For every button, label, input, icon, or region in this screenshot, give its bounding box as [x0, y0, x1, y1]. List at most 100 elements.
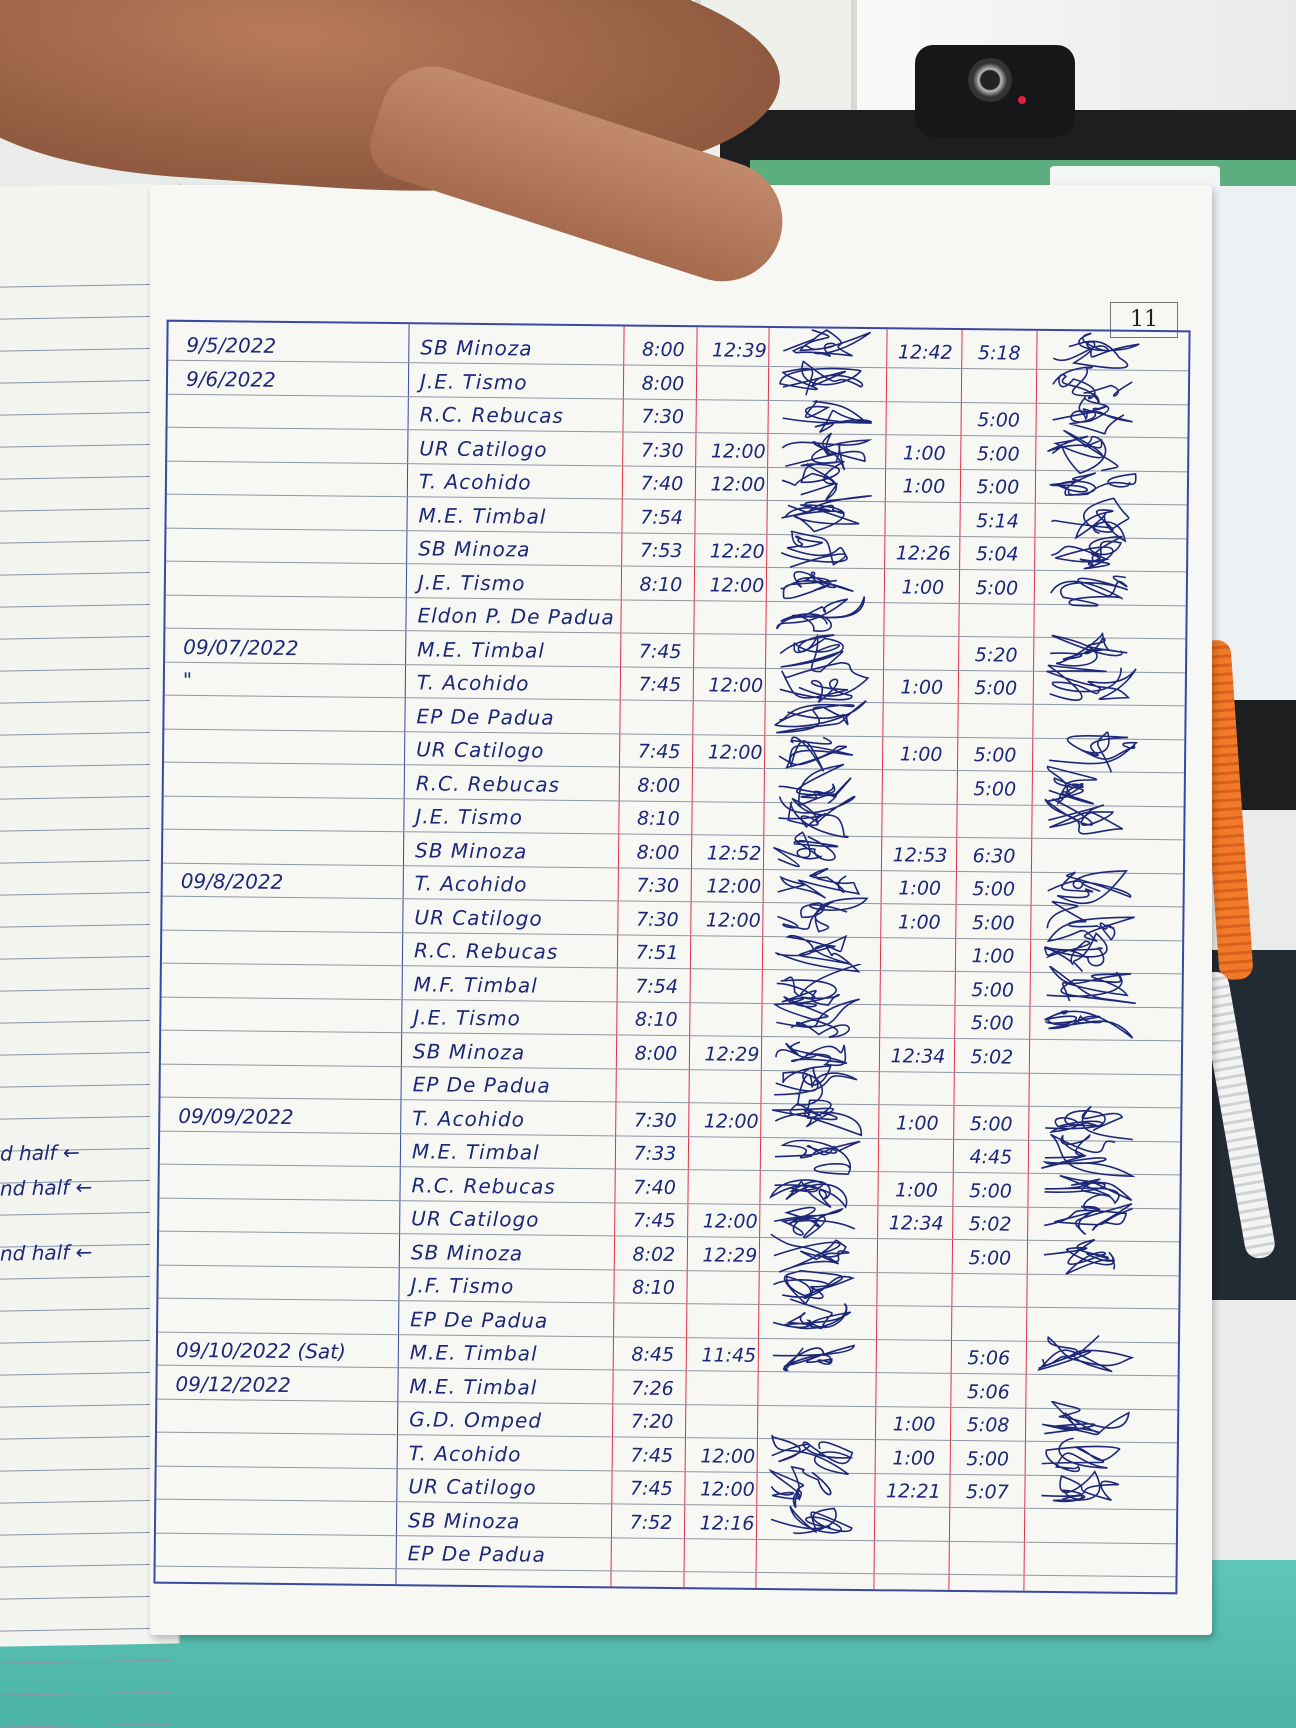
am-time-out: 12:00	[702, 1210, 758, 1233]
am-time-out	[695, 1173, 765, 1204]
am-signature	[774, 1139, 861, 1175]
table-row: J.E. Tismo 8:10 12:00 1:00 5:00	[165, 562, 1187, 607]
ruled-line	[0, 411, 172, 416]
name-cell: G.D. Omped	[409, 1407, 543, 1433]
pm-time-out: 5:00	[966, 1447, 1010, 1471]
pm-time-in: 1:00	[895, 1178, 939, 1202]
table-row: UR Catilogo 7:30 12:00 1:00 5:00	[167, 428, 1188, 474]
pm-time-out: 5:06	[967, 1380, 1010, 1404]
am-time-in: 8:10	[634, 1008, 678, 1032]
am-time-out: 12:00	[703, 1109, 759, 1133]
am-time-in: 7:45	[632, 1209, 676, 1233]
table-row: SB Minoza 8:00 12:52 12:53 6:30	[162, 830, 1184, 874]
page-number: 11	[1110, 302, 1178, 338]
am-time-in: 8:45	[631, 1343, 675, 1367]
name-cell: SB Minoza	[410, 1239, 524, 1265]
ruled-line	[0, 571, 172, 576]
pm-signature	[1052, 365, 1133, 404]
am-signature	[769, 1178, 848, 1209]
ruled-line	[0, 1627, 172, 1632]
pm-signature	[1046, 965, 1136, 1004]
pm-time-in	[887, 605, 957, 636]
table-row: J.E. Tismo 8:10	[163, 795, 1184, 841]
pm-time-in	[880, 1275, 950, 1306]
ruled-line	[0, 955, 172, 960]
am-time-out: 12:00	[706, 875, 762, 898]
left-note: nd half ←	[0, 1174, 93, 1201]
pm-signature	[1050, 575, 1129, 607]
am-time-out	[698, 972, 768, 1003]
am-time-out	[696, 1072, 766, 1103]
am-time-in: 7:40	[640, 472, 684, 496]
webcam-led	[1018, 96, 1026, 104]
pm-time-in	[886, 773, 956, 804]
ruled-line	[0, 1019, 172, 1024]
am-time-in: 7:30	[635, 908, 679, 931]
pm-time-out	[952, 1544, 1022, 1575]
pm-time-in: 1:00	[898, 877, 942, 900]
ruled-line	[0, 667, 172, 672]
am-time-out	[703, 402, 773, 433]
am-time-in: 7:54	[640, 506, 684, 529]
name-cell: M.E. Timbal	[409, 1373, 538, 1400]
am-time-out	[694, 1307, 764, 1338]
table-row: EP De Padua	[158, 1297, 1179, 1343]
am-time-out: 12:39	[711, 339, 767, 362]
name-cell: SB Minoza	[407, 1507, 521, 1533]
am-time-out	[700, 704, 770, 735]
am-signature	[772, 830, 839, 867]
ruled-line	[0, 1435, 172, 1440]
am-time-in	[618, 1306, 688, 1337]
pm-time-out: 5:04	[975, 543, 1019, 566]
pm-time-out: 5:02	[970, 1045, 1014, 1069]
pm-signature	[1049, 472, 1137, 496]
pm-time-in: 1:00	[900, 676, 944, 699]
am-time-out	[696, 1139, 766, 1170]
name-cell: SB Minoza	[418, 536, 531, 562]
am-signature	[776, 962, 862, 1006]
am-time-in: 8:10	[639, 573, 683, 596]
am-signature	[772, 1344, 855, 1372]
pm-time-in: 1:00	[899, 743, 943, 766]
table-row: 09/10/2022 (Sat) M.E. Timbal 8:45 11:45 5:06	[157, 1332, 1178, 1377]
ruled-line	[0, 891, 172, 896]
ruled-line	[0, 1371, 172, 1376]
am-signature	[783, 329, 872, 357]
pm-time-out: 5:00	[975, 576, 1019, 600]
pm-time-in: 12:21	[885, 1480, 941, 1503]
am-time-in: 7:30	[640, 439, 684, 462]
pm-signature	[1041, 1133, 1133, 1178]
am-time-in: 7:30	[641, 405, 685, 429]
name-cell: SB Minoza	[420, 335, 533, 361]
pm-time-in	[880, 1342, 950, 1373]
name-cell: Eldon P. De Padua	[417, 603, 615, 630]
am-signature	[780, 570, 854, 599]
pm-time-out: 5:00	[969, 1112, 1013, 1136]
am-signature	[771, 1433, 854, 1475]
am-time-out	[697, 1005, 767, 1036]
name-cell: M.E. Timbal	[411, 1139, 540, 1165]
pm-time-in	[879, 1376, 949, 1407]
am-signature	[771, 1099, 863, 1136]
am-time-out: 11:45	[701, 1344, 757, 1367]
name-cell: SB Minoza	[414, 837, 528, 863]
name-cell: M.F. Timbal	[413, 971, 538, 998]
table-row: Eldon P. De Padua	[165, 595, 1186, 640]
ruled-line	[0, 699, 172, 704]
am-time-in	[616, 1540, 686, 1571]
am-time-in: 8:00	[641, 372, 685, 395]
am-time-in: 7:54	[635, 975, 679, 998]
pm-signature	[1043, 932, 1108, 972]
pm-signature	[1041, 1470, 1120, 1503]
pm-signature	[1044, 1203, 1133, 1236]
date-cell: "	[182, 667, 193, 692]
am-time-in: 7:40	[633, 1176, 677, 1199]
attendance-table: 9/5/2022 SB Minoza 8:00 12:39 12:42 5:18 9/6/2…	[153, 319, 1191, 1595]
table-row: 09/09/2022 T. Acohido 7:30 12:00 1:00 5:00	[160, 1098, 1181, 1142]
ruled-line	[0, 1403, 172, 1408]
am-signature	[782, 400, 873, 434]
am-time-out	[701, 603, 771, 634]
am-signature	[770, 1233, 850, 1273]
pm-time-out: 5:18	[977, 342, 1021, 365]
table-row: 09/07/2022 M.E. Timbal 7:45 5:20	[165, 629, 1186, 673]
